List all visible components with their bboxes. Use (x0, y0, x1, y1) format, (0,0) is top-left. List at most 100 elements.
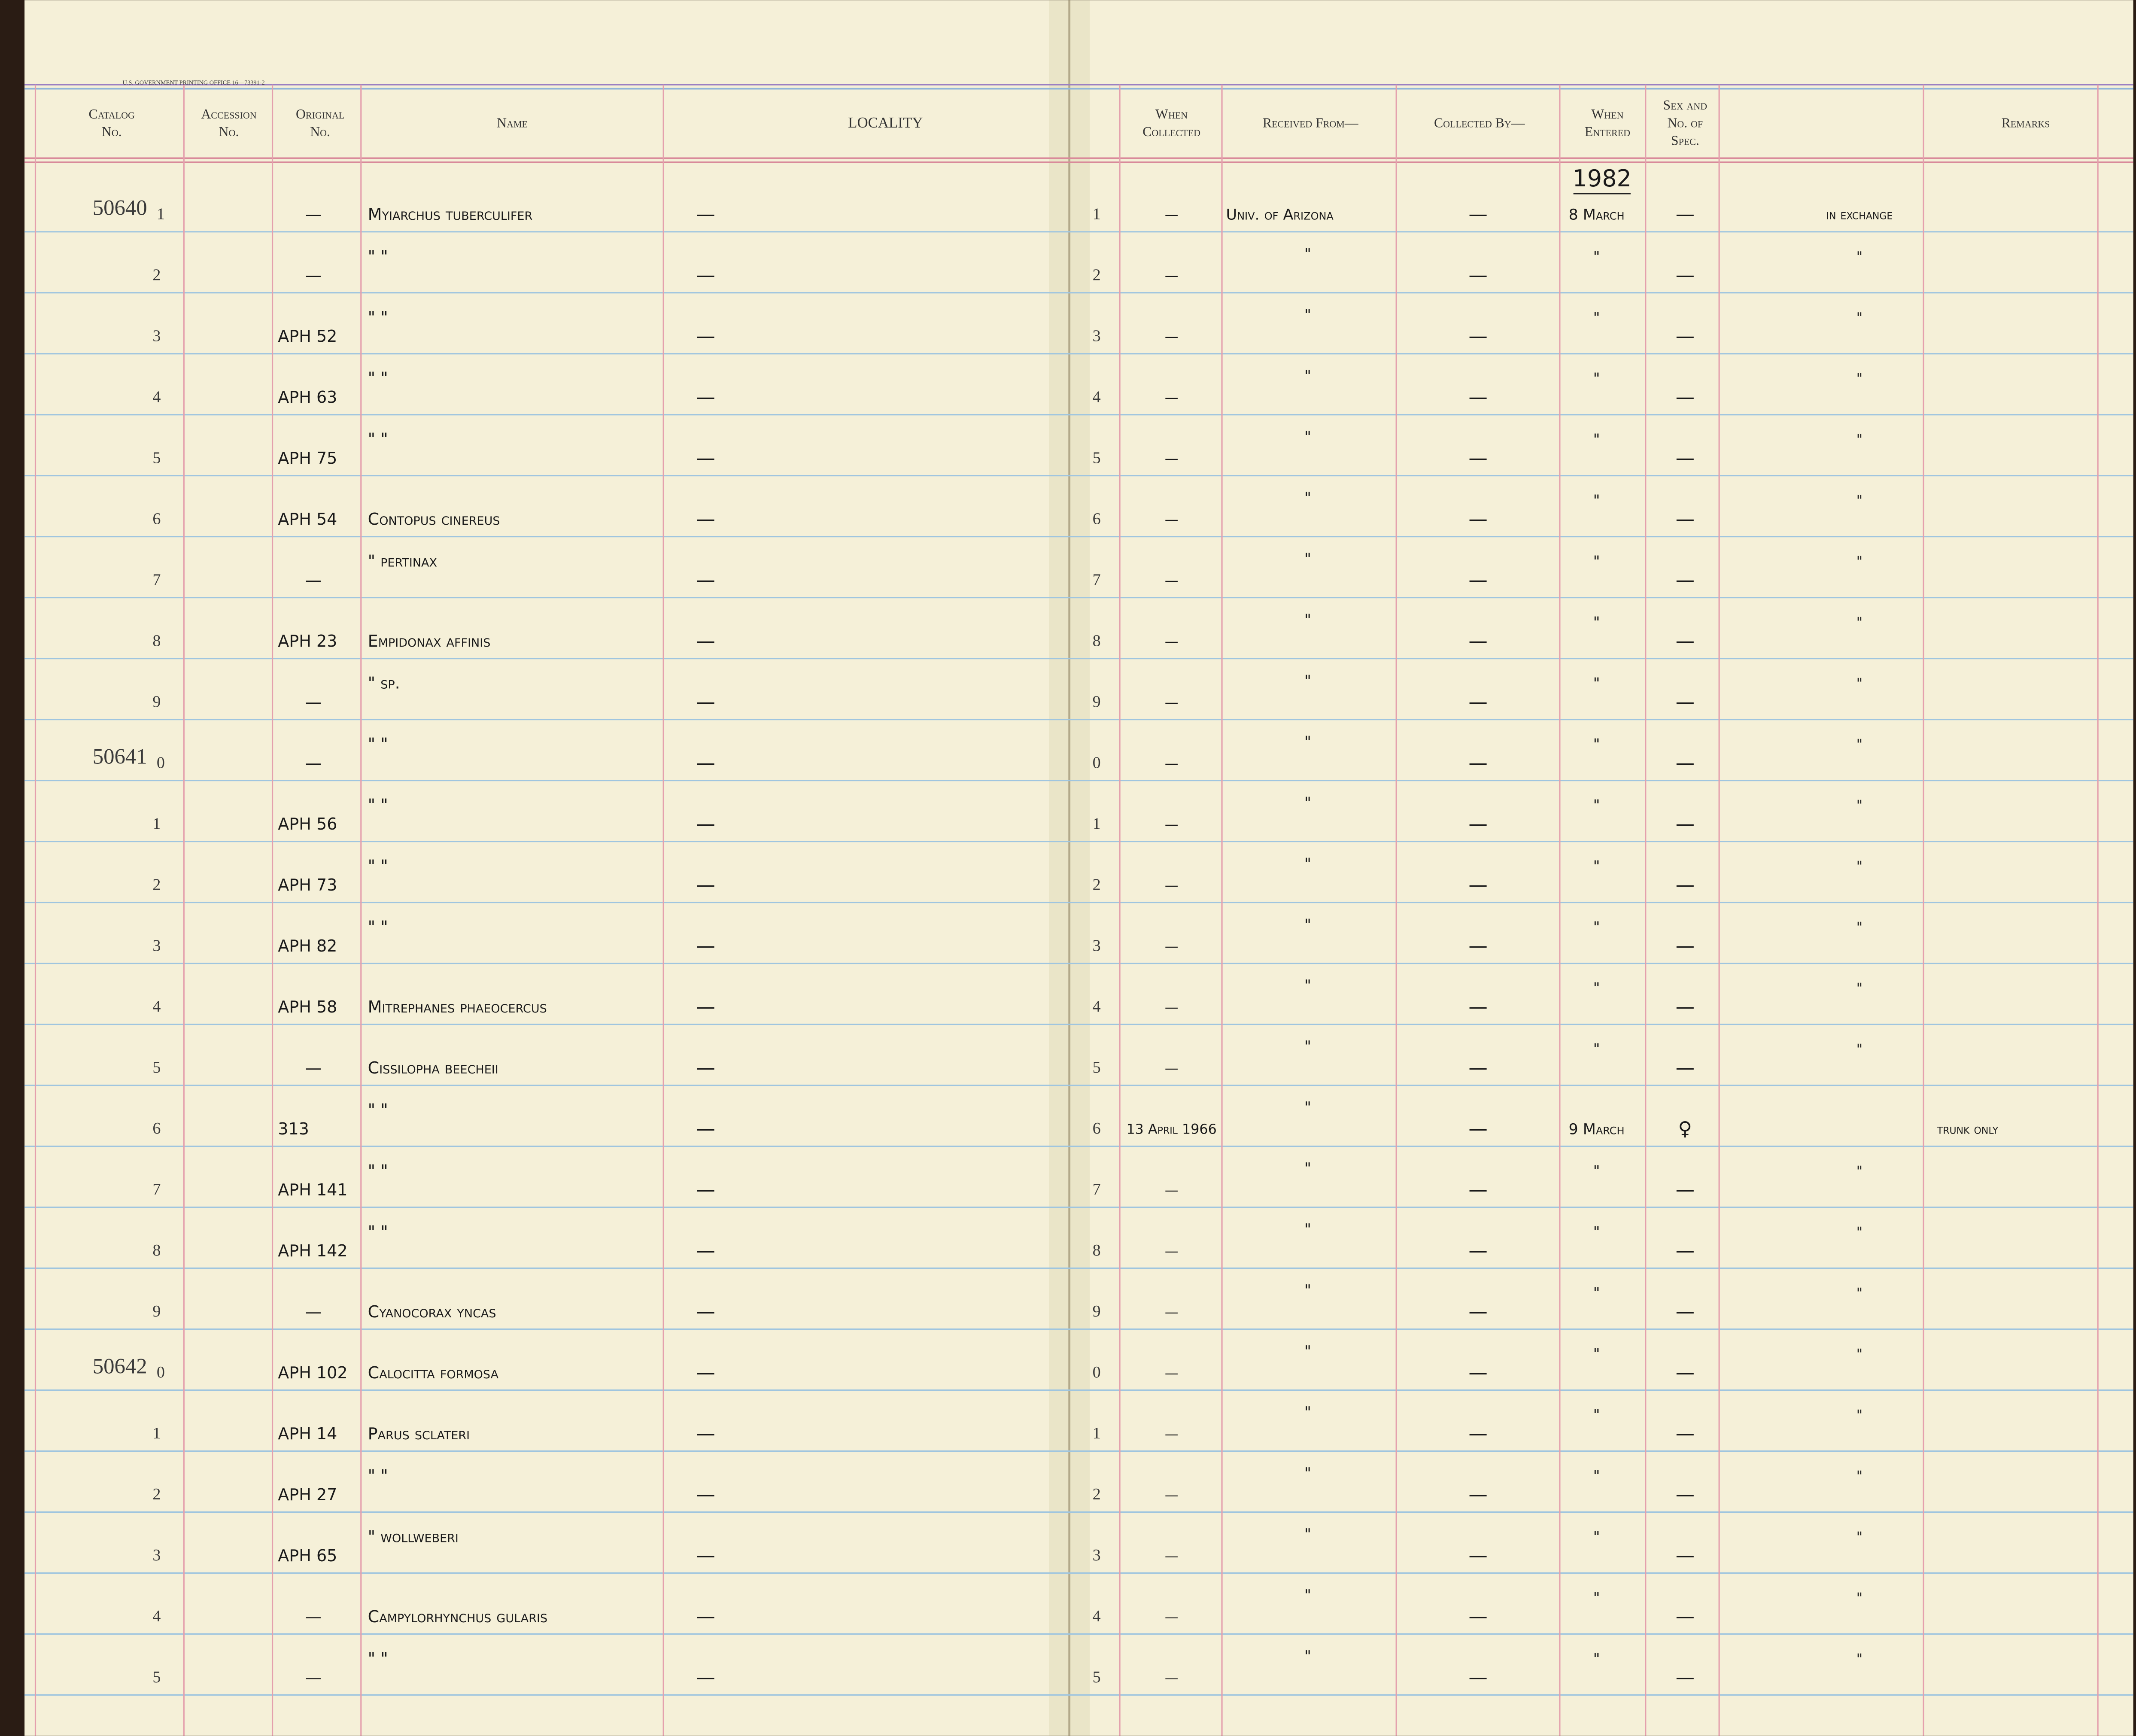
cell-received: " (1304, 1282, 1311, 1299)
cell-by: — (1468, 1666, 1487, 1688)
cell-remarks: " (1856, 1286, 1863, 1301)
cell-entered: " (1593, 1590, 1600, 1607)
cell-by: — (1468, 1057, 1487, 1079)
cell-original: APH 56 (278, 815, 337, 833)
cell-by: — (1468, 325, 1487, 347)
cell-line: 5 (152, 449, 161, 467)
cell-original: — (305, 1607, 322, 1626)
cell-locality: — (696, 1179, 715, 1201)
cell-sex: — (1676, 1240, 1695, 1262)
cell-line: 4 (152, 388, 161, 406)
cell-locality: — (696, 1118, 715, 1140)
cell-entered: " (1593, 309, 1600, 326)
cell-rline: 7 (1093, 1180, 1101, 1198)
cell-locality: — (696, 1423, 715, 1444)
cell-rline: 9 (1093, 693, 1101, 711)
cell-remarks: in exchange (1826, 207, 1893, 223)
cell-name: " " (368, 1161, 388, 1180)
cell-remarks: " (1856, 1590, 1863, 1606)
cell-remarks: " (1856, 615, 1863, 630)
cell-collected: — (1165, 1487, 1179, 1503)
cell-rline: 0 (1093, 1363, 1101, 1381)
cell-name: Contopus cinereus (368, 510, 500, 529)
cell-entered: " (1593, 553, 1600, 570)
cell-remarks: " (1856, 432, 1863, 447)
cell-by: — (1468, 1301, 1487, 1323)
cell-sex: — (1676, 386, 1695, 408)
cell-by: — (1468, 386, 1487, 408)
cell-remarks: " (1856, 798, 1863, 813)
cell-rline: 1 (1093, 1424, 1101, 1442)
column-header: Accession (201, 106, 256, 122)
cell-line: 1 (157, 205, 165, 223)
cell-locality: — (696, 1301, 715, 1323)
cell-entered: " (1593, 492, 1600, 509)
column-header: Collected (1142, 124, 1200, 139)
cell-received: " (1304, 977, 1311, 994)
cell-by: — (1468, 569, 1487, 591)
cell-remarks: " (1856, 1347, 1863, 1362)
cell-line: 3 (152, 1546, 161, 1564)
cell-sex: ♀ (1678, 1118, 1692, 1140)
year: 1982 (1573, 165, 1632, 192)
cell-rline: 8 (1093, 632, 1101, 650)
cell-sex: — (1676, 813, 1695, 835)
cell-received: " (1304, 733, 1311, 751)
cell-name: " " (368, 430, 388, 449)
cell-name: " wollweberi (368, 1527, 459, 1546)
cell-entered: " (1593, 1651, 1600, 1668)
cell-collected: — (1165, 451, 1179, 467)
cell-remarks: " (1856, 249, 1863, 265)
cell-line: 9 (152, 693, 161, 711)
cell-rline: 7 (1093, 571, 1101, 589)
cell-original: APH 23 (278, 632, 337, 651)
column-header: Remarks (2002, 115, 2050, 130)
cell-sex: — (1676, 1605, 1695, 1627)
cell-entered: " (1593, 858, 1600, 875)
cell-rline: 2 (1093, 1485, 1101, 1503)
cell-name: Calocitta formosa (368, 1363, 499, 1382)
cell-collected: — (1165, 939, 1179, 955)
cell-remarks: " (1856, 371, 1863, 386)
cell-by: — (1468, 1362, 1487, 1383)
cell-locality: — (696, 1666, 715, 1688)
cell-entered: " (1593, 431, 1600, 448)
cell-name: " " (368, 247, 388, 266)
cell-collected: — (1165, 1243, 1179, 1259)
cell-name: " " (368, 857, 388, 876)
gpo-imprint: U.S. GOVERNMENT PRINTING OFFICE 16—73391… (123, 79, 265, 86)
cell-line: 2 (152, 876, 161, 894)
cell-line: 5 (152, 1668, 161, 1686)
cell-by: — (1468, 1179, 1487, 1201)
cell-entered: " (1593, 1285, 1600, 1302)
cell-by: — (1468, 1605, 1487, 1627)
cell-locality: — (696, 325, 715, 347)
cell-entered: " (1593, 1346, 1600, 1363)
cell-by: — (1468, 1423, 1487, 1444)
cell-line: 8 (152, 632, 161, 650)
cell-entered: 9 March (1569, 1121, 1625, 1138)
cell-rline: 3 (1093, 327, 1101, 345)
cell-by: — (1468, 1484, 1487, 1505)
cell-original: — (305, 205, 322, 224)
cell-sex: — (1676, 752, 1695, 774)
cell-remarks: " (1856, 920, 1863, 935)
cell-collected: — (1165, 817, 1179, 833)
cell-line: 3 (152, 327, 161, 345)
cell-locality: — (696, 874, 715, 896)
cell-remarks: " (1856, 493, 1863, 508)
cell-by: — (1468, 1240, 1487, 1262)
cell-by: — (1468, 447, 1487, 469)
cell-by: — (1468, 935, 1487, 957)
column-header: No. (219, 124, 239, 139)
cell-rline: 5 (1093, 1058, 1101, 1076)
cell-original: — (305, 754, 322, 772)
cell-original: — (305, 1302, 322, 1321)
cell-received: " (1304, 1160, 1311, 1177)
cell-collected: — (1165, 329, 1179, 345)
cell-name: " " (368, 1101, 388, 1119)
cell-received: " (1304, 1099, 1311, 1116)
cell-entered: " (1593, 370, 1600, 387)
cell-name: " " (368, 796, 388, 815)
